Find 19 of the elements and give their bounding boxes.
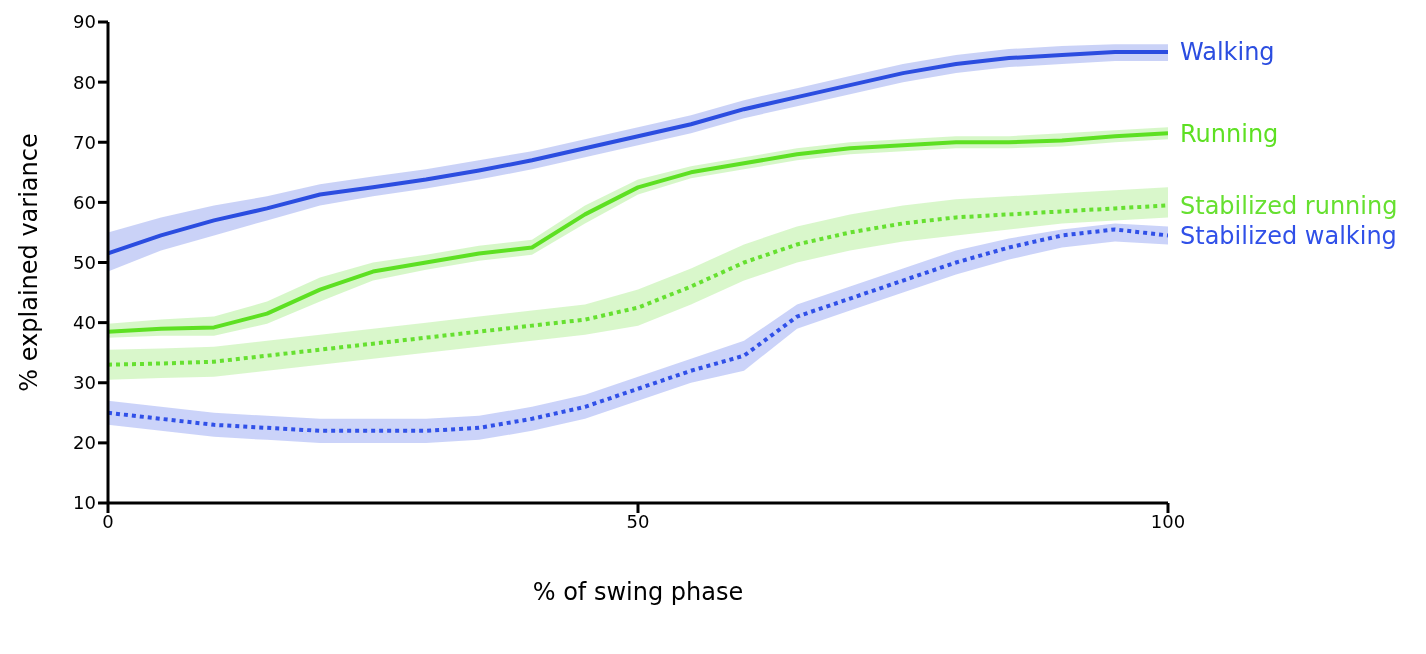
series-label: Walking (1180, 38, 1275, 67)
series-label: Running (1180, 119, 1279, 148)
series-label: Stabilized walking (1180, 221, 1397, 250)
y-tick-label: 30 (73, 372, 96, 394)
x-tick-label: 50 (626, 510, 650, 532)
y-tick-label: 80 (73, 71, 96, 93)
y-tick-label: 50 (73, 251, 96, 273)
x-axis-title: % of swing phase (532, 578, 744, 607)
y-tick-label: 40 (73, 312, 96, 334)
y-tick-label: 70 (73, 131, 96, 153)
x-tick-label: 0 (102, 510, 114, 532)
y-tick-label: 10 (73, 492, 96, 514)
y-tick-label: 60 (73, 191, 96, 213)
series-label: Stabilized running (1180, 191, 1398, 220)
y-tick-label: 20 (73, 432, 96, 454)
y-tick-label: 90 (73, 11, 96, 33)
y-axis-title: % explained variance (14, 133, 43, 392)
line-series (108, 203, 1168, 367)
x-tick-label: 100 (1150, 510, 1186, 532)
